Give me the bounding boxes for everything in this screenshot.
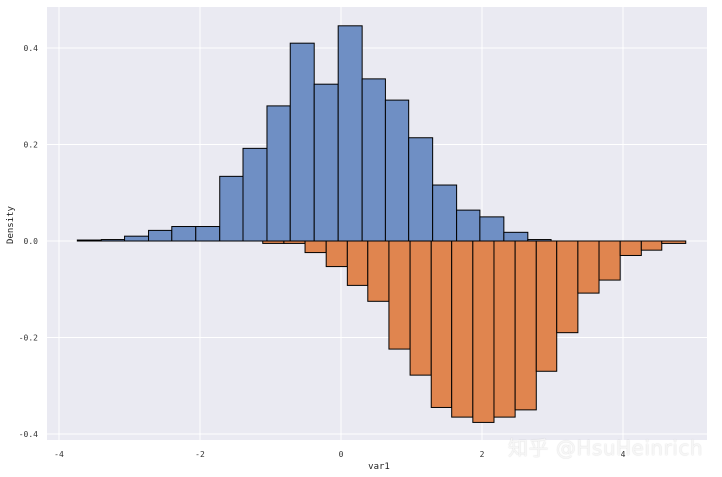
bar-var2 xyxy=(346,240,369,286)
x-tick-label: -4 xyxy=(54,450,64,459)
x-tick-label: 0 xyxy=(339,450,344,459)
bar-var2 xyxy=(262,240,285,244)
bar-var1 xyxy=(503,231,529,242)
y-axis-ticks: -0.4 -0.2 0.0 0.2 0.4 xyxy=(19,44,38,439)
series-var2-bars xyxy=(262,240,687,423)
x-axis-label: var1 xyxy=(368,462,390,472)
bar-var1 xyxy=(76,239,102,242)
bar-var2 xyxy=(409,240,432,376)
y-tick-label: 0.0 xyxy=(24,237,39,246)
bar-var1 xyxy=(100,239,126,242)
bar-var2 xyxy=(640,240,663,251)
y-tick-label: 0.2 xyxy=(24,141,39,150)
y-tick-label: -0.4 xyxy=(19,430,38,439)
series-var1-bars xyxy=(76,25,552,242)
bar-var2 xyxy=(283,240,306,244)
bar-var1 xyxy=(313,83,339,242)
bar-var1 xyxy=(384,99,410,242)
bar-var2 xyxy=(430,240,453,408)
x-axis-ticks: -4 -2 0 2 4 xyxy=(54,450,625,459)
bar-var1 xyxy=(289,42,315,242)
bar-var1 xyxy=(171,226,197,242)
bar-var2 xyxy=(472,240,495,423)
x-tick-label: 4 xyxy=(621,450,626,459)
bar-var2 xyxy=(619,240,642,256)
bar-var1 xyxy=(219,175,244,242)
bar-var1 xyxy=(124,235,150,242)
bar-var2 xyxy=(535,240,558,372)
y-tick-label: -0.2 xyxy=(19,334,38,343)
bar-var2 xyxy=(514,240,537,411)
bar-var1 xyxy=(148,229,173,242)
bar-var1 xyxy=(408,137,434,242)
bar-var1 xyxy=(432,184,458,242)
bar-var1 xyxy=(361,78,386,242)
bar-var2 xyxy=(304,240,327,254)
bar-var2 xyxy=(556,240,579,334)
bar-var2 xyxy=(577,240,600,294)
bar-var2 xyxy=(598,240,621,281)
x-tick-label: 2 xyxy=(480,450,485,459)
bar-var1 xyxy=(242,147,268,242)
bar-var2 xyxy=(325,240,348,268)
bar-var1 xyxy=(337,25,363,242)
bar-var2 xyxy=(451,240,474,418)
bar-var2 xyxy=(661,240,687,244)
bar-var1 xyxy=(266,105,291,242)
bar-var1 xyxy=(456,209,481,242)
bar-var1 xyxy=(479,216,505,242)
y-tick-label: 0.4 xyxy=(24,44,39,53)
bar-var2 xyxy=(493,240,516,418)
watermark: 知乎 @HsuHeinrich xyxy=(508,436,704,460)
bar-var1 xyxy=(195,226,221,242)
x-tick-label: -2 xyxy=(195,450,205,459)
y-axis-label: Density xyxy=(6,205,16,244)
bar-var2 xyxy=(388,240,411,350)
bar-var2 xyxy=(367,240,390,302)
